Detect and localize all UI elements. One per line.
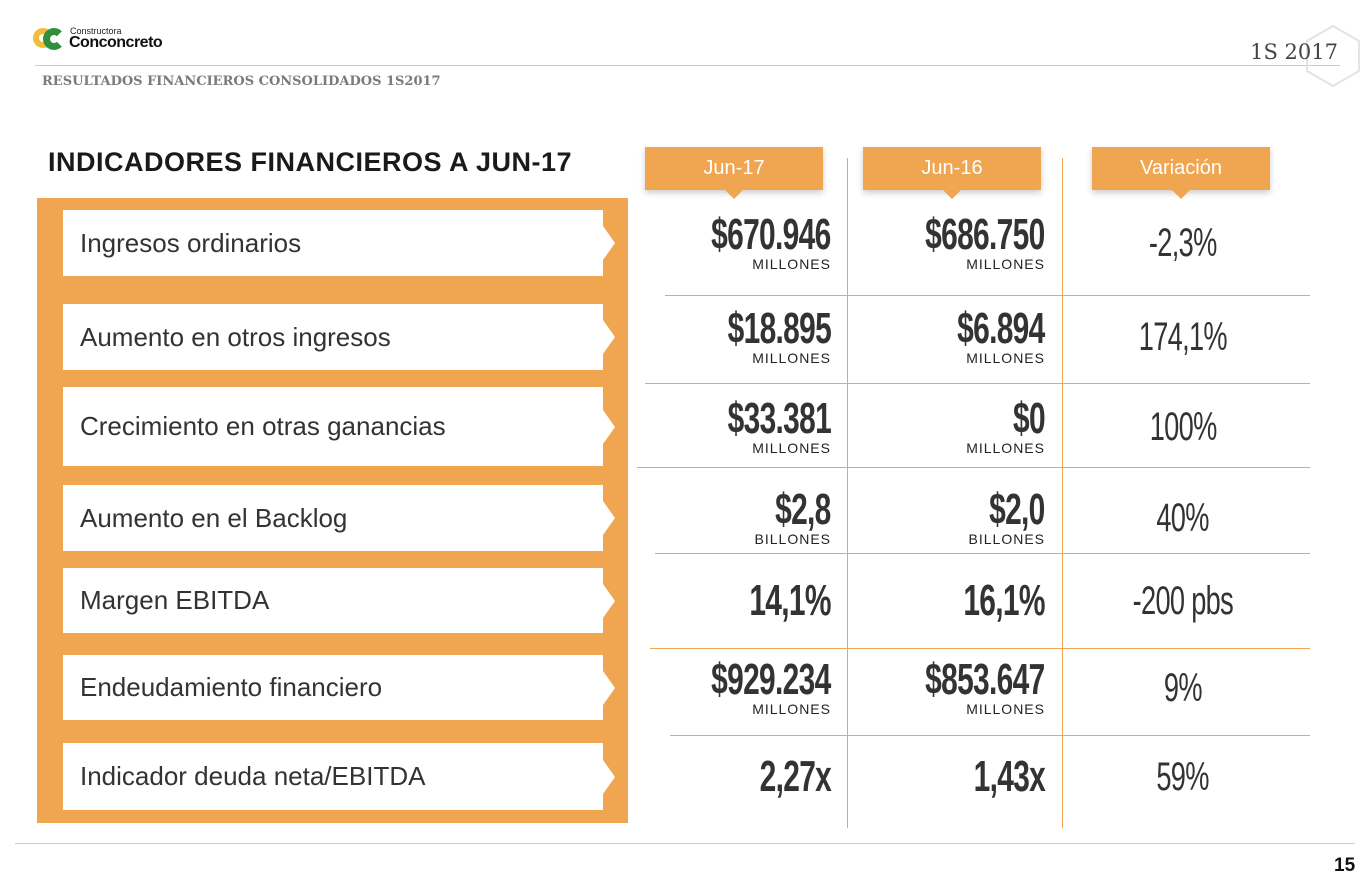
page-title: INDICADORES FINANCIEROS A JUN-17: [48, 147, 573, 177]
footer-divider: [15, 843, 1355, 844]
value-number: 16,1%: [963, 575, 1046, 625]
row-divider: [655, 553, 1310, 554]
row-divider: [637, 467, 1310, 468]
column-header-jun16: Jun-16: [863, 147, 1041, 199]
indicator-label: Ingresos ordinarios: [63, 210, 615, 276]
variation-number: 9%: [1164, 665, 1203, 710]
value-jun17: $670.946 MILLONES: [631, 210, 832, 272]
indicator-label: Aumento en el Backlog: [63, 485, 615, 551]
value-unit: MILLONES: [966, 700, 1045, 717]
value-unit: MILLONES: [966, 256, 1045, 272]
value-jun17: 2,27x: [631, 751, 832, 801]
column-divider: [847, 158, 848, 828]
period-label: 1S 2017: [1250, 40, 1338, 64]
indicator-label-text: Aumento en otros ingresos: [80, 321, 391, 352]
value-jun16: 16,1%: [845, 575, 1046, 625]
value-number: $0: [1013, 393, 1046, 443]
indicator-label-text: Crecimiento en otras ganancias: [80, 411, 446, 441]
indicator-label: Endeudamiento financiero: [63, 655, 615, 720]
value-number: $929.234: [711, 654, 832, 704]
value-variacion: 100%: [1093, 405, 1273, 449]
value-unit: MILLONES: [966, 350, 1045, 366]
indicator-label-text: Ingresos ordinarios: [80, 227, 302, 258]
company-logo: Constructora Conconcreto: [33, 26, 173, 56]
variation-number: -200 pbs: [1132, 578, 1234, 623]
value-unit: BILLONES: [754, 531, 831, 547]
indicator-label-text: Indicador deuda neta/EBITDA: [80, 761, 426, 791]
value-number: $853.647: [925, 654, 1046, 704]
value-jun17: 14,1%: [631, 575, 832, 625]
variation-number: 100%: [1149, 404, 1218, 449]
value-variacion: 174,1%: [1093, 315, 1273, 359]
value-unit: MILLONES: [752, 256, 831, 272]
page-number: 15: [1334, 855, 1356, 876]
value-number: $6.894: [957, 304, 1046, 353]
value-number: 14,1%: [749, 575, 832, 625]
value-jun16: $2,0 BILLONES: [845, 485, 1046, 547]
value-variacion: 9%: [1093, 666, 1273, 710]
row-divider: [665, 295, 1310, 296]
value-jun17: $929.234 MILLONES: [631, 654, 832, 717]
indicator-label-text: Margen EBITDA: [80, 585, 270, 615]
column-header-jun17: Jun-17: [645, 147, 823, 199]
value-jun17: $33.381 MILLONES: [631, 393, 832, 456]
logo-small-text: Constructora: [70, 26, 122, 36]
row-divider: [670, 735, 1310, 736]
logo-mark-green: [43, 28, 65, 50]
column-divider: [1062, 158, 1063, 828]
value-number: $2,0: [989, 485, 1045, 534]
indicator-label: Aumento en otros ingresos: [63, 304, 615, 370]
value-number: 1,43x: [973, 751, 1046, 801]
column-header-variacion: Variación: [1092, 147, 1270, 199]
value-variacion: -2,3%: [1093, 221, 1273, 265]
indicator-label: Margen EBITDA: [63, 568, 615, 633]
value-jun17: $2,8 BILLONES: [631, 485, 832, 547]
value-number: 2,27x: [759, 751, 832, 801]
value-number: $33.381: [727, 393, 832, 443]
logo-text: Conconcreto: [69, 34, 163, 51]
value-jun16: $686.750 MILLONES: [845, 210, 1046, 272]
value-unit: MILLONES: [752, 700, 831, 717]
variation-number: 40%: [1156, 496, 1210, 540]
row-divider: [650, 648, 1310, 649]
indicator-label-text: Endeudamiento financiero: [80, 672, 383, 702]
variation-number: 174,1%: [1138, 315, 1228, 359]
hexagon-icon: [1306, 24, 1360, 88]
row-divider: [645, 383, 1310, 384]
logo-mark-yellow: [33, 28, 53, 48]
value-jun16: $6.894 MILLONES: [845, 304, 1046, 366]
value-number: $686.750: [925, 210, 1046, 259]
header-divider: [35, 65, 1340, 66]
variation-number: -2,3%: [1149, 221, 1217, 265]
value-unit: MILLONES: [752, 350, 831, 366]
value-number: $670.946: [711, 210, 832, 259]
value-variacion: 40%: [1093, 496, 1273, 540]
indicator-label: Indicador deuda neta/EBITDA: [63, 743, 615, 810]
value-variacion: -200 pbs: [1093, 579, 1273, 623]
variation-number: 59%: [1156, 754, 1210, 799]
value-number: $2,8: [775, 485, 831, 534]
value-unit: MILLONES: [752, 439, 831, 456]
value-variacion: 59%: [1093, 755, 1273, 799]
value-jun16: $0 MILLONES: [845, 393, 1046, 456]
value-jun17: $18.895 MILLONES: [631, 304, 832, 366]
value-unit: MILLONES: [966, 439, 1045, 456]
indicator-label-text: Aumento en el Backlog: [80, 502, 348, 533]
value-number: $18.895: [727, 304, 832, 353]
indicator-label: Crecimiento en otras ganancias: [63, 387, 615, 466]
value-jun16: 1,43x: [845, 751, 1046, 801]
section-subtitle: RESULTADOS FINANCIEROS CONSOLIDADOS 1S20…: [42, 74, 441, 89]
value-jun16: $853.647 MILLONES: [845, 654, 1046, 717]
value-unit: BILLONES: [968, 531, 1045, 547]
